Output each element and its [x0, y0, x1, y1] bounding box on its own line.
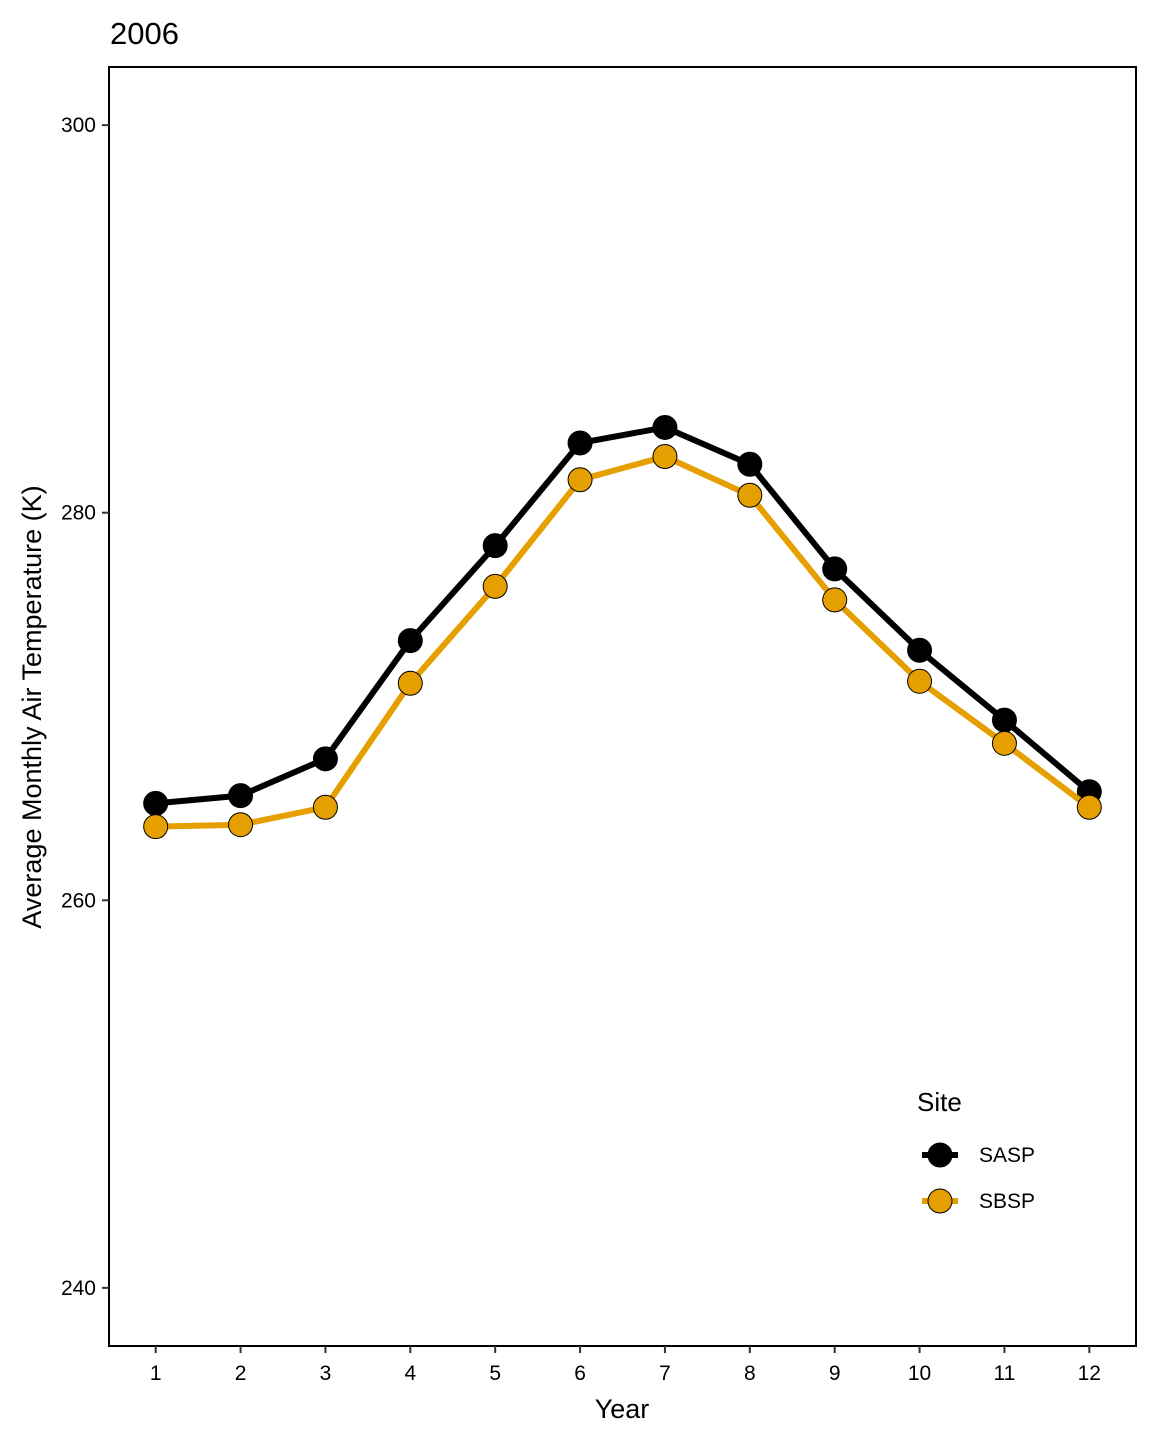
chart-title: 2006: [110, 16, 179, 51]
data-point: [482, 533, 508, 559]
data-point: [228, 812, 254, 838]
data-point: [143, 814, 169, 840]
series-line-sasp: [152, 424, 1093, 807]
data-point: [1076, 794, 1102, 820]
data-point: [991, 730, 1017, 756]
x-tick-label: 1: [150, 1362, 162, 1385]
data-point: [737, 482, 763, 508]
legend: Site SASP SBSP: [917, 1087, 1035, 1214]
data-point: [737, 451, 763, 477]
x-tick-label: 4: [404, 1362, 416, 1385]
data-point: [652, 414, 678, 440]
data-point: [991, 707, 1017, 733]
y-axis: 240 260 280 300: [61, 114, 109, 1300]
y-tick-label: 300: [61, 114, 96, 137]
data-point: [567, 467, 593, 493]
series-sasp: [143, 414, 1102, 816]
y-axis-title: Average Monthly Air Temperature (K): [17, 485, 47, 928]
series-line-sbsp: [152, 453, 1093, 830]
legend-label: SASP: [979, 1144, 1035, 1167]
legend-title: Site: [917, 1087, 962, 1117]
y-tick-label: 240: [61, 1277, 96, 1300]
data-point: [482, 573, 508, 599]
legend-key-point: [927, 1188, 953, 1214]
x-tick-label: 6: [574, 1362, 586, 1385]
data-point: [143, 790, 169, 816]
x-axis: 1 2 3 4 5 6 7 8 9 10 11 12: [150, 1346, 1101, 1385]
x-tick-label: 5: [489, 1362, 501, 1385]
data-point: [652, 444, 678, 470]
x-tick-label: 9: [829, 1362, 841, 1385]
legend-item-sbsp: SBSP: [922, 1188, 1035, 1214]
x-tick-label: 3: [320, 1362, 332, 1385]
data-point: [312, 746, 338, 772]
x-tick-label: 7: [659, 1362, 671, 1385]
data-point: [822, 587, 848, 613]
data-point: [228, 783, 254, 809]
data-point: [567, 430, 593, 456]
data-point: [397, 670, 423, 696]
x-tick-label: 10: [908, 1362, 931, 1385]
data-point: [822, 556, 848, 582]
legend-label: SBSP: [979, 1190, 1035, 1213]
y-tick-label: 280: [61, 502, 96, 525]
data-point: [907, 668, 933, 694]
x-axis-title: Year: [595, 1394, 650, 1424]
x-tick-label: 12: [1078, 1362, 1101, 1385]
data-point: [907, 637, 933, 663]
series-sbsp: [143, 444, 1102, 840]
x-tick-label: 8: [744, 1362, 756, 1385]
series-layer: [143, 414, 1102, 840]
x-tick-label: 2: [235, 1362, 247, 1385]
x-tick-label: 11: [994, 1362, 1016, 1385]
y-tick-label: 260: [61, 889, 96, 912]
plot-panel: [108, 66, 1137, 1347]
data-point: [312, 794, 338, 820]
legend-key-point: [927, 1142, 953, 1168]
legend-item-sasp: SASP: [922, 1142, 1035, 1168]
data-point: [397, 628, 423, 654]
